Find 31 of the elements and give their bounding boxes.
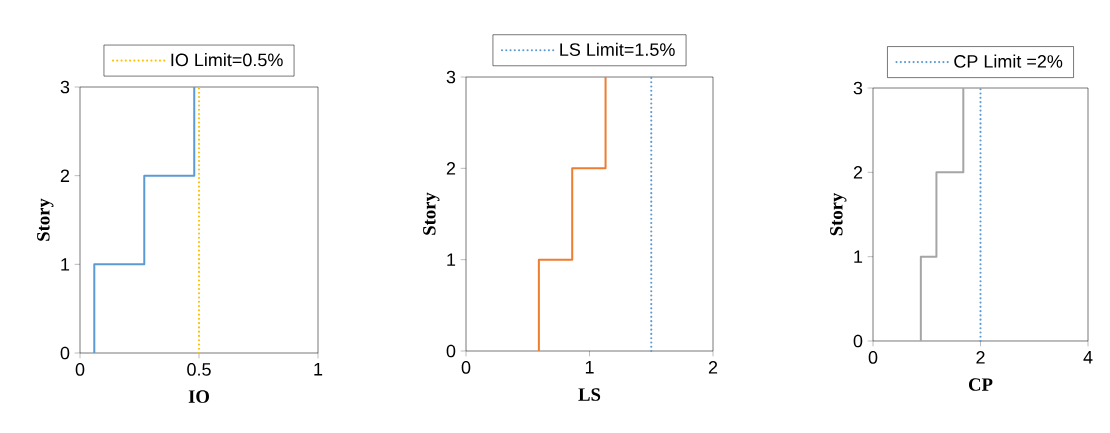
x-axis-title: LS <box>578 388 601 401</box>
x-tick-label: 0 <box>75 363 85 376</box>
line-series <box>919 87 965 342</box>
y-tick-label: 3 <box>853 81 863 95</box>
x-axis-title: CP <box>968 378 993 391</box>
y-tick-label: 2 <box>60 169 70 182</box>
x-tick-label: 4 <box>1083 351 1093 364</box>
y-tick-label: 2 <box>853 166 863 179</box>
y-tick-label: 1 <box>447 253 456 266</box>
y-axis-title: Story <box>423 192 440 235</box>
y-tick-label: 0 <box>853 334 863 348</box>
y-tick-label: 1 <box>854 250 863 263</box>
x-tick-label: 1 <box>314 363 323 376</box>
legend-label: CP Limit =2% <box>954 54 1063 68</box>
x-tick-label: 0 <box>461 361 471 374</box>
line-series <box>93 86 196 354</box>
legend-label: IO Limit=0.5% <box>171 53 283 67</box>
y-tick-label: 1 <box>61 258 70 271</box>
y-tick-label: 2 <box>446 162 456 175</box>
x-tick-label: 1 <box>585 361 594 374</box>
y-tick-label: 3 <box>60 80 70 94</box>
x-tick-label: 2 <box>708 361 718 374</box>
y-axis-title: Story <box>37 198 54 241</box>
line-series <box>537 76 607 352</box>
x-tick-label: 2 <box>976 351 985 364</box>
legend-label: LS Limit=1.5% <box>560 42 675 56</box>
x-tick-label: 0.5 <box>187 363 211 376</box>
x-axis-title: IO <box>188 390 209 403</box>
y-tick-label: 3 <box>446 70 456 84</box>
x-tick-label: 0 <box>868 351 878 364</box>
y-axis-title: Story <box>830 192 847 236</box>
